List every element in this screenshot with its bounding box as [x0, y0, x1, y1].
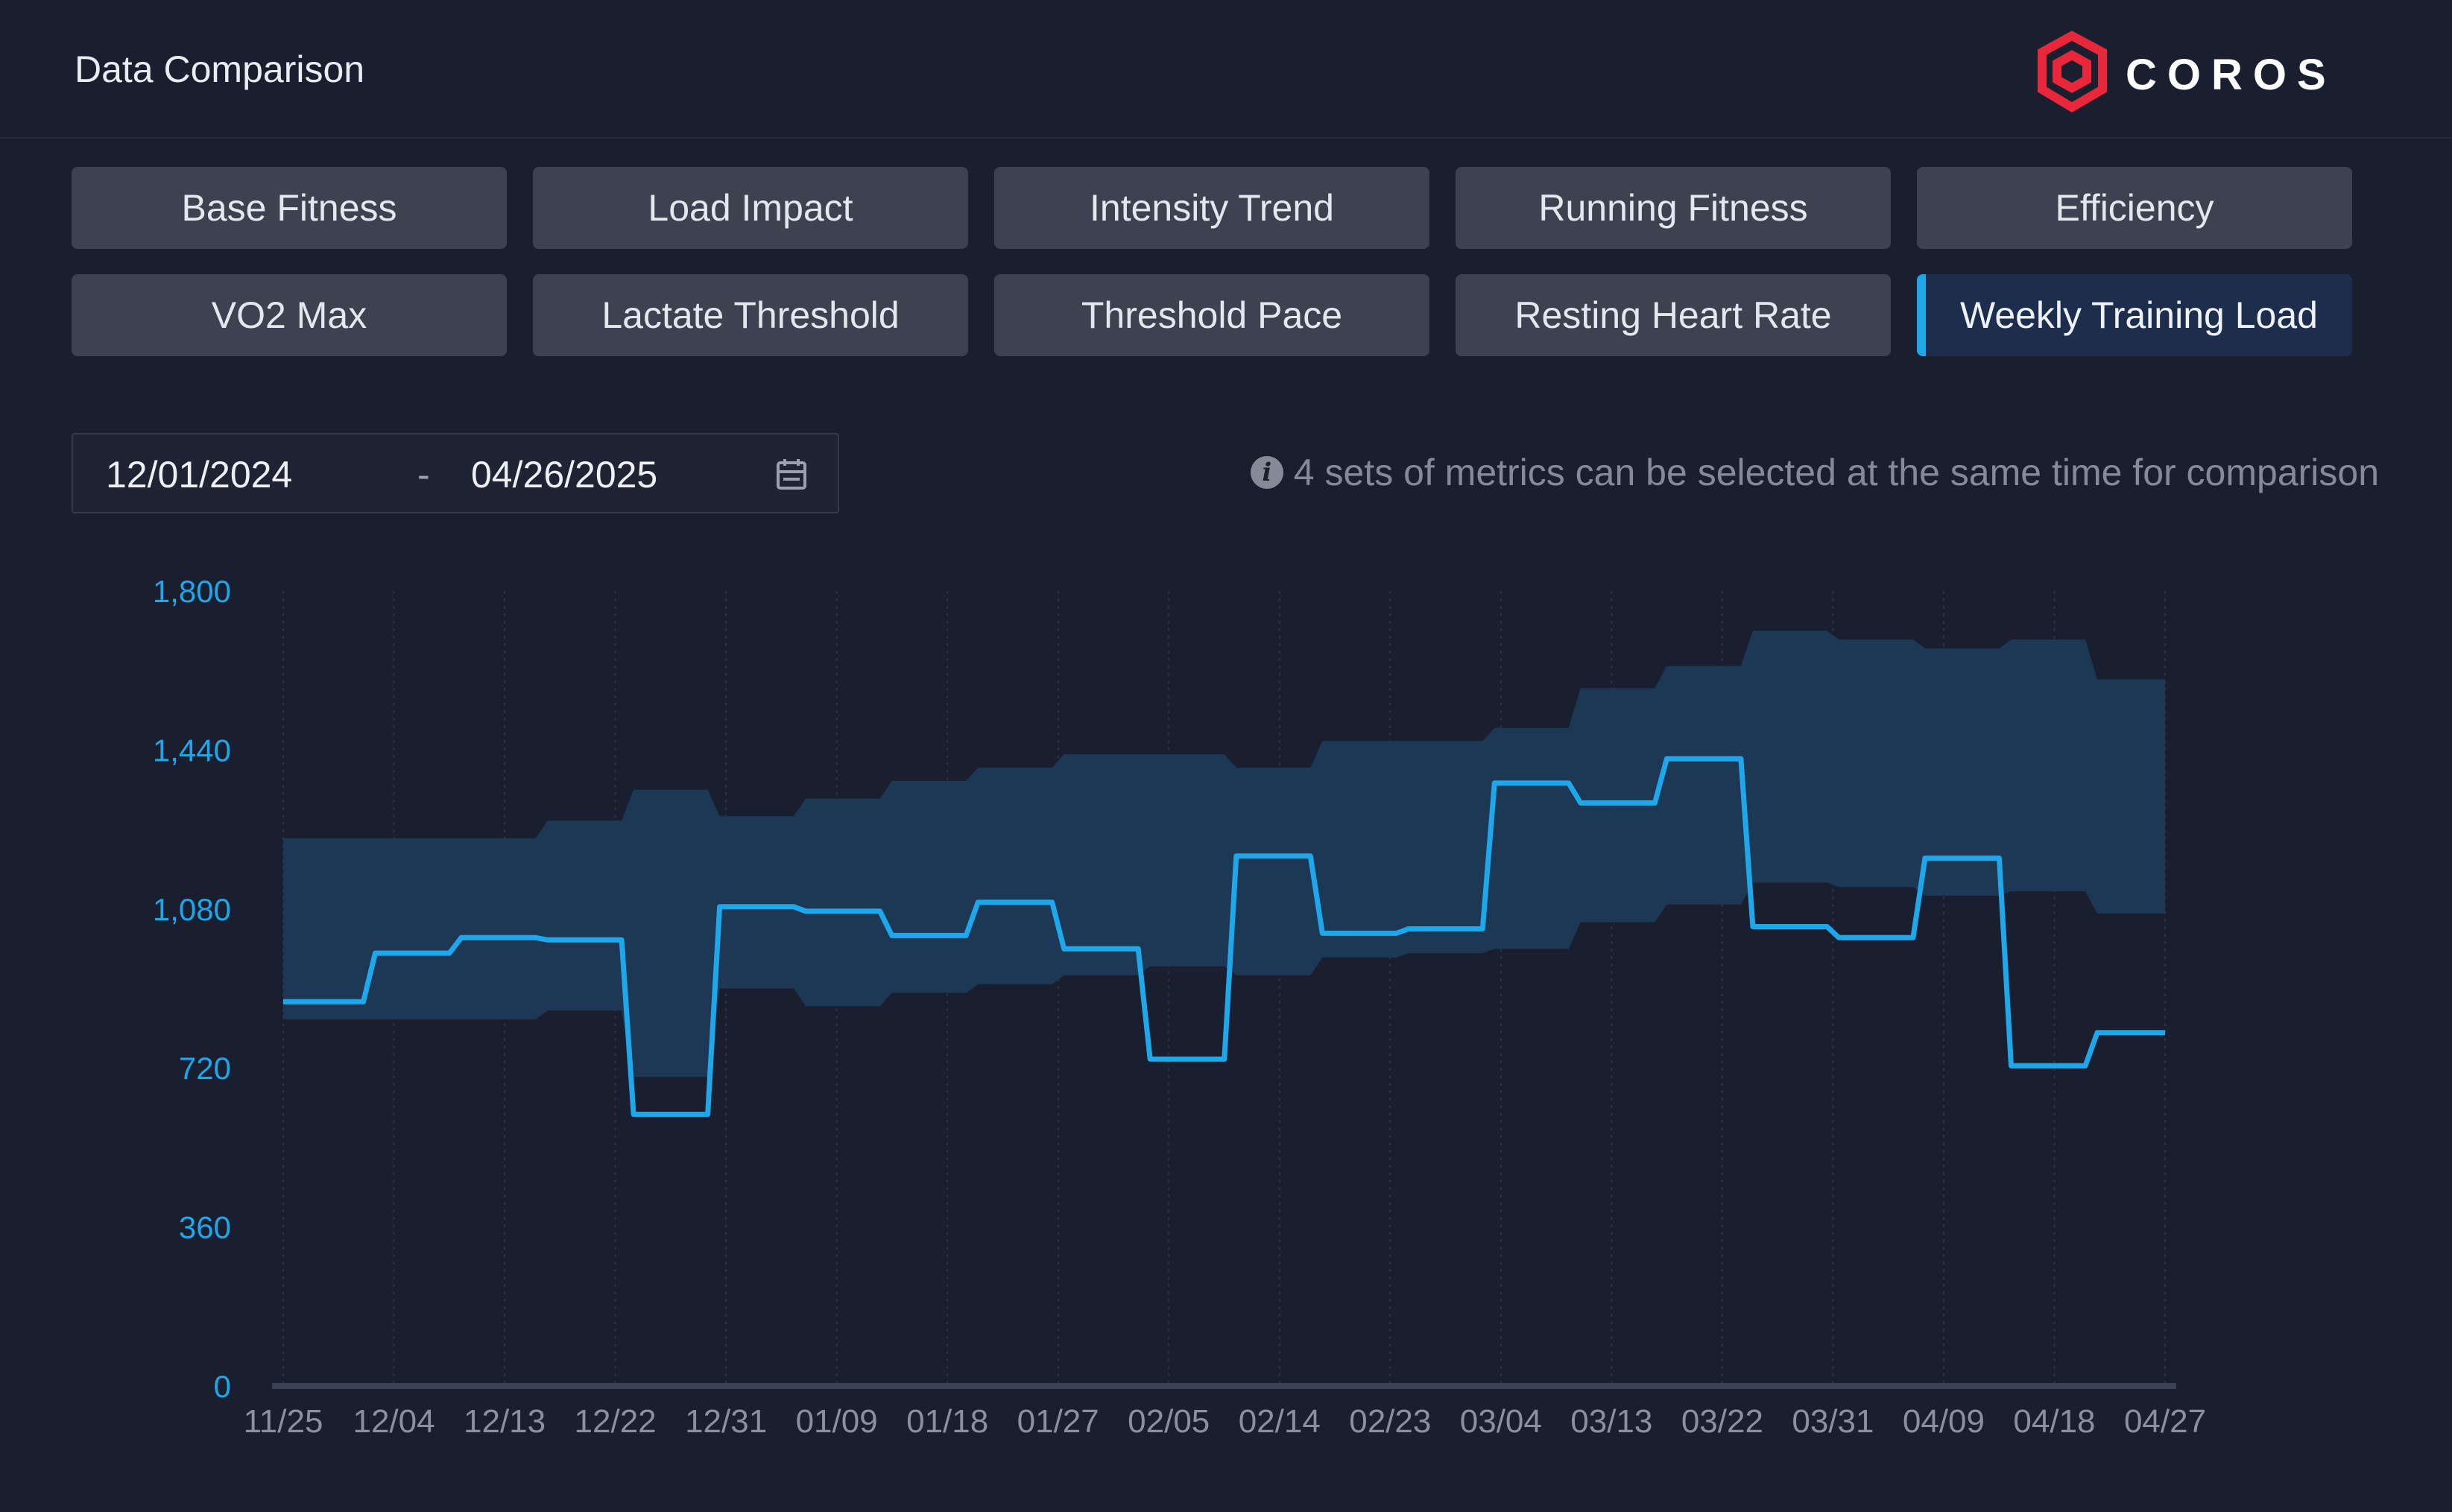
start-date[interactable]: 12/01/2024 — [106, 454, 293, 496]
y-tick-label: 720 — [179, 1051, 231, 1086]
tab-lactate-threshold[interactable]: Lactate Threshold — [533, 274, 968, 356]
coros-wordmark: COROS — [2126, 51, 2336, 99]
y-tick-label: 1,800 — [153, 574, 231, 609]
end-date[interactable]: 04/26/2025 — [471, 454, 658, 496]
date-range-picker[interactable]: 12/01/2024 - 04/26/2025 — [72, 433, 839, 513]
y-tick-label: 1,080 — [153, 892, 231, 927]
tab-vo2-max[interactable]: VO2 Max — [72, 274, 507, 356]
load-range-band — [283, 630, 2165, 1078]
x-tick-label: 12/31 — [685, 1403, 767, 1440]
x-tick-label: 01/09 — [796, 1403, 878, 1440]
x-tick-label: 04/27 — [2124, 1403, 2206, 1440]
x-tick-label: 04/09 — [1903, 1403, 1985, 1440]
x-tick-label: 12/04 — [353, 1403, 435, 1440]
coros-logo[interactable]: COROS — [2033, 30, 2391, 116]
chart-band-layer — [283, 630, 2165, 1078]
info-text: 4 sets of metrics can be selected at the… — [1293, 452, 2379, 493]
x-tick-label: 12/13 — [464, 1403, 546, 1440]
x-tick-label: 01/18 — [906, 1403, 988, 1440]
logo-hex-outer — [2038, 31, 2107, 113]
x-tick-label: 03/22 — [1681, 1403, 1763, 1440]
header-bar: Data Comparison COROS — [0, 0, 2452, 139]
tab-running-fitness[interactable]: Running Fitness — [1456, 167, 1891, 249]
tab-resting-heart-rate[interactable]: Resting Heart Rate — [1456, 274, 1891, 356]
date-separator: - — [417, 454, 430, 496]
tab-weekly-training-load[interactable]: Weekly Training Load — [1917, 274, 2352, 356]
x-tick-label: 12/22 — [575, 1403, 657, 1440]
tab-threshold-pace[interactable]: Threshold Pace — [994, 274, 1429, 356]
calendar-icon[interactable] — [774, 457, 809, 493]
weekly-load-line — [283, 756, 2165, 1117]
x-tick-label: 03/13 — [1570, 1403, 1652, 1440]
x-tick-label: 03/31 — [1792, 1403, 1874, 1440]
page-title: Data Comparison — [75, 48, 365, 90]
chart-axes: 11/25 12/04 12/13 12/22 12/31 01/09 01/18 01/27… — [153, 574, 2206, 1440]
info-icon: i — [1250, 456, 1283, 489]
info-note: i 4 sets of metrics can be selected at t… — [1250, 450, 2379, 495]
tab-intensity-trend[interactable]: Intensity Trend — [994, 167, 1429, 249]
tab-load-impact[interactable]: Load Impact — [533, 167, 968, 249]
chart-line-layer — [283, 756, 2165, 1117]
tab-efficiency[interactable]: Efficiency — [1917, 167, 2352, 249]
x-tick-label: 11/25 — [244, 1403, 323, 1440]
y-tick-label: 360 — [179, 1210, 231, 1245]
x-tick-label: 02/14 — [1239, 1403, 1321, 1440]
coros-logo-mark — [2038, 31, 2107, 113]
x-tick-label: 02/05 — [1128, 1403, 1210, 1440]
x-tick-label: 03/04 — [1460, 1403, 1542, 1440]
logo-hex-inner — [2053, 50, 2091, 93]
tab-base-fitness[interactable]: Base Fitness — [72, 167, 507, 249]
x-tick-label: 04/18 — [2013, 1403, 2095, 1440]
y-tick-label: 1,440 — [153, 733, 231, 768]
x-tick-label: 02/23 — [1349, 1403, 1431, 1440]
y-tick-label: 0 — [214, 1369, 231, 1404]
x-tick-label: 01/27 — [1017, 1403, 1099, 1440]
